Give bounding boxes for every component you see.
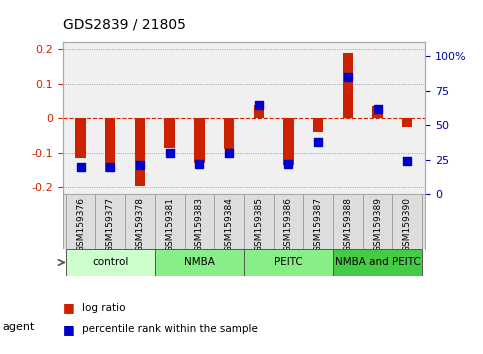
Point: [106, 164, 114, 170]
Bar: [372, 106, 383, 118]
Point: [196, 161, 203, 167]
Text: agent: agent: [2, 322, 35, 332]
Bar: [313, 118, 323, 132]
Point: [403, 158, 411, 164]
Point: [255, 102, 263, 107]
Bar: [165, 118, 175, 148]
FancyBboxPatch shape: [333, 249, 422, 275]
Bar: [105, 118, 115, 172]
Bar: [402, 118, 412, 127]
Bar: [135, 118, 145, 185]
Point: [284, 161, 292, 167]
Text: GSM159389: GSM159389: [373, 197, 382, 252]
Bar: [283, 118, 294, 165]
Point: [166, 150, 173, 156]
Text: GSM159386: GSM159386: [284, 197, 293, 252]
Point: [314, 139, 322, 145]
Text: NMBA: NMBA: [184, 257, 215, 268]
Bar: [342, 53, 353, 118]
Text: percentile rank within the sample: percentile rank within the sample: [82, 324, 258, 334]
FancyBboxPatch shape: [244, 249, 333, 275]
Bar: [194, 118, 205, 163]
Point: [344, 74, 352, 80]
Text: NMBA and PEITC: NMBA and PEITC: [335, 257, 420, 268]
Bar: [75, 118, 86, 158]
Text: GSM159390: GSM159390: [403, 197, 412, 252]
Text: GSM159388: GSM159388: [343, 197, 352, 252]
FancyBboxPatch shape: [66, 249, 155, 275]
Point: [77, 164, 85, 170]
FancyBboxPatch shape: [155, 249, 244, 275]
Bar: [254, 104, 264, 118]
Text: GSM159381: GSM159381: [165, 197, 174, 252]
Point: [136, 162, 144, 168]
Text: GSM159378: GSM159378: [136, 197, 144, 252]
Point: [374, 106, 382, 112]
Text: log ratio: log ratio: [82, 303, 126, 313]
Bar: [224, 118, 234, 149]
Text: GSM159377: GSM159377: [106, 197, 115, 252]
Text: GSM159387: GSM159387: [313, 197, 323, 252]
Text: PEITC: PEITC: [274, 257, 303, 268]
Point: [225, 150, 233, 156]
Text: ■: ■: [63, 302, 74, 314]
Text: GSM159383: GSM159383: [195, 197, 204, 252]
Text: GSM159376: GSM159376: [76, 197, 85, 252]
Text: GDS2839 / 21805: GDS2839 / 21805: [63, 18, 185, 32]
Text: control: control: [92, 257, 128, 268]
Text: GSM159385: GSM159385: [254, 197, 263, 252]
Text: GSM159384: GSM159384: [225, 197, 234, 252]
Text: ■: ■: [63, 323, 74, 336]
